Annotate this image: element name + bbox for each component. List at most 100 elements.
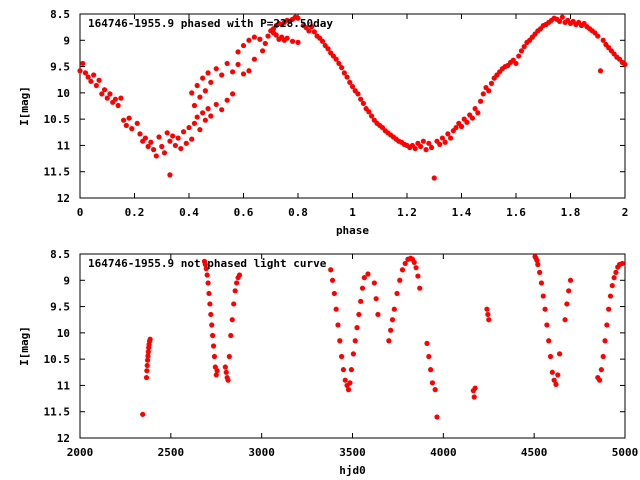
data-point (208, 79, 214, 85)
x-tick-label: 0.6 (234, 206, 254, 219)
data-point (607, 293, 614, 299)
data-point (458, 123, 465, 130)
data-point (347, 380, 353, 386)
data-point (85, 74, 91, 80)
data-point (134, 120, 140, 126)
data-point (219, 72, 225, 78)
data-point (129, 126, 135, 132)
data-point (513, 60, 519, 67)
data-point (311, 29, 317, 35)
data-point (205, 70, 211, 76)
y-tick-label: 8.5 (50, 8, 70, 21)
data-point (164, 130, 170, 136)
data-point (147, 336, 153, 342)
phased-light-curve-chart: 0 0.2 0.4 0.6 0.8 1 1.2 1.4 1.6 1.8 2 8.5 9 9.5 10 10.5… (18, 8, 628, 237)
data-point (148, 139, 154, 145)
data-point (204, 272, 210, 278)
data-point (359, 285, 366, 291)
y-tick-label: 8.5 (50, 248, 70, 261)
data-point (480, 91, 486, 97)
data-point (423, 147, 429, 153)
data-point (472, 106, 478, 112)
data-point (191, 102, 198, 109)
y-tick-label: 10.5 (44, 113, 71, 126)
data-point (246, 37, 252, 43)
data-point (611, 275, 617, 281)
data-point (597, 68, 604, 74)
data-point (368, 113, 375, 119)
x-tick-label: 2000 (67, 446, 94, 459)
data-point (183, 140, 189, 146)
data-point (518, 48, 525, 54)
data-point (553, 381, 559, 387)
data-point (426, 353, 432, 360)
data-point (107, 91, 113, 97)
data-point (126, 115, 132, 121)
data-point (144, 357, 151, 363)
data-point (145, 353, 151, 359)
data-point (424, 340, 430, 346)
data-point (600, 37, 606, 43)
data-point (140, 411, 146, 417)
data-point (432, 387, 438, 393)
data-point (96, 77, 102, 83)
data-point (339, 353, 345, 360)
data-point (540, 293, 546, 299)
data-point (91, 72, 97, 78)
y-tick-label: 11.5 (44, 406, 71, 419)
x-axis-label: hjd0 (339, 464, 366, 477)
data-point (123, 122, 129, 129)
data-point (564, 301, 570, 307)
data-point (224, 60, 230, 67)
data-point (389, 317, 396, 323)
data-point (516, 53, 522, 59)
chart-title: 164746-1955.9 not phased light curve (88, 257, 327, 270)
data-point (600, 353, 606, 360)
data-point (358, 298, 364, 304)
data-point (397, 277, 403, 283)
data-point (262, 40, 268, 47)
data-point (555, 372, 561, 378)
data-point (142, 135, 148, 141)
data-point (366, 109, 372, 115)
data-point (232, 288, 238, 294)
data-point (222, 364, 228, 370)
data-point (546, 338, 552, 344)
data-point (235, 49, 241, 55)
data-point (186, 124, 192, 131)
y-tick-label: 9.5 (50, 61, 70, 74)
data-point (235, 61, 241, 68)
data-point (197, 94, 203, 100)
data-point (356, 311, 362, 318)
data-point (209, 322, 215, 328)
data-point (417, 285, 423, 291)
data-point (420, 138, 426, 144)
data-point (464, 119, 470, 125)
data-point (426, 140, 432, 146)
data-point (210, 332, 216, 339)
data-point (428, 144, 435, 151)
data-point (402, 260, 408, 267)
data-point (345, 387, 352, 393)
data-point (352, 338, 358, 344)
data-point (604, 322, 610, 328)
data-point (613, 269, 619, 275)
data-point (598, 367, 604, 373)
data-point (202, 261, 208, 268)
x-tick-label: 4000 (430, 446, 457, 459)
data-point (101, 87, 108, 93)
data-point (228, 332, 234, 339)
data-point (333, 56, 339, 62)
data-point (82, 70, 89, 76)
y-tick-label: 9 (63, 274, 70, 287)
data-point (251, 34, 257, 40)
data-point (175, 135, 181, 141)
data-point (448, 135, 454, 141)
x-tick-label: 1.4 (452, 206, 472, 219)
data-point (341, 70, 347, 76)
data-point (88, 78, 94, 84)
data-point (428, 367, 434, 373)
y-tick-label: 10 (57, 87, 70, 100)
y-tick-label: 9.5 (50, 301, 70, 314)
data-point (189, 90, 195, 96)
